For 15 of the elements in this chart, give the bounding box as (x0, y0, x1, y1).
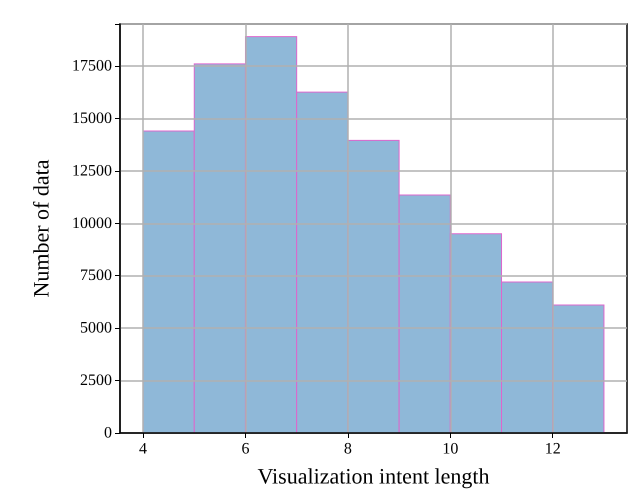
y-tick-label: 12500 (72, 162, 112, 180)
y-tick-label: 10000 (72, 214, 112, 232)
y-tick-label: 2500 (80, 372, 112, 390)
y-tick-label: 7500 (80, 267, 112, 284)
x-tick-label: 8 (344, 440, 352, 458)
y-tick-label: 15000 (72, 110, 112, 127)
x-tick-label: 6 (241, 440, 250, 458)
y-axis-title: Number of data (28, 159, 54, 298)
y-tick-label: 5000 (80, 320, 112, 337)
x-tick-label: 4 (139, 440, 148, 458)
y-tick-label: 0 (104, 424, 112, 442)
y-tick-label: 17500 (72, 57, 112, 74)
x-axis-title: Visualization intent length (257, 464, 490, 488)
x-tick-label: 12 (544, 440, 561, 458)
x-tick-label: 10 (442, 440, 458, 458)
